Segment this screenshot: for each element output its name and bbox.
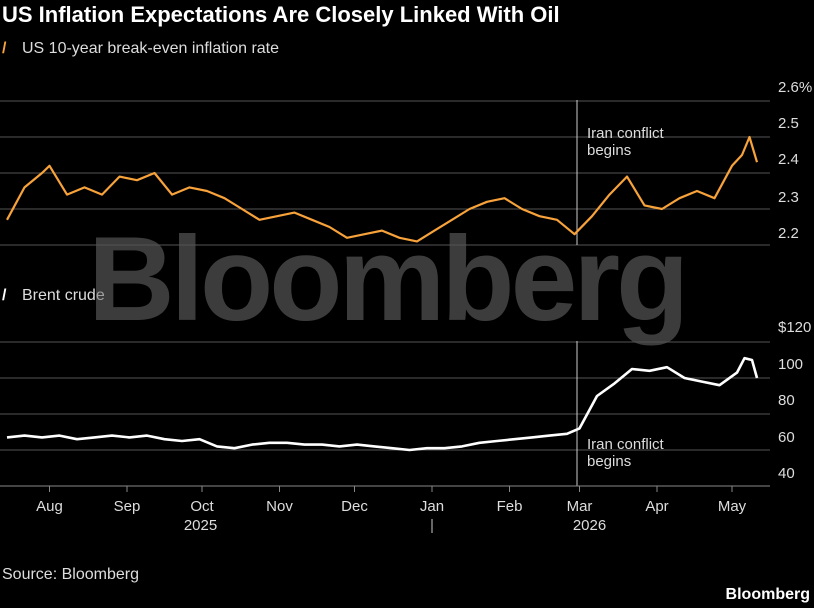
breakeven-y-tick-label: 2.2 — [778, 225, 799, 242]
x-tick-label: Feb — [497, 498, 523, 515]
legend-breakeven: / US 10-year break-even inflation rate — [2, 40, 279, 58]
x-tick-label: Dec — [341, 498, 368, 515]
legend-breakeven-label: US 10-year break-even inflation rate — [22, 40, 280, 57]
x-tick-label: Jan — [420, 498, 444, 515]
x-tick-label: Mar — [567, 498, 593, 515]
brent-y-tick-label: 80 — [778, 392, 795, 409]
breakeven-series-line — [6, 135, 759, 243]
legend-breakeven-swatch-icon: / — [2, 40, 7, 57]
breakeven-y-tick-label: 2.4 — [778, 151, 799, 168]
x-tick-label: May — [718, 498, 747, 515]
legend-brent-swatch-icon: / — [2, 287, 7, 304]
chart-title: US Inflation Expectations Are Closely Li… — [2, 2, 560, 27]
breakeven-y-tick-label: 2.3 — [778, 189, 799, 206]
x-year-label: 2025 — [184, 517, 217, 534]
breakeven-y-tick-label: 2.5 — [778, 115, 799, 132]
brent-y-tick-label: 40 — [778, 465, 795, 482]
x-tick-label: Aug — [36, 498, 63, 515]
source-note: Source: Bloomberg — [2, 566, 139, 583]
brent-y-tick-label: $120 — [778, 319, 811, 336]
breakeven-y-tick-label: 2.6% — [778, 79, 812, 96]
bloomberg-logo: Bloomberg — [725, 586, 810, 603]
brent-series-line — [6, 356, 759, 452]
brent-y-tick-label: 60 — [778, 429, 795, 446]
breakeven-annotation-text: Iran conflict — [587, 125, 665, 142]
x-tick-label: Nov — [266, 498, 293, 515]
legend-brent-label: Brent crude — [22, 287, 105, 304]
breakeven-annotation-text: begins — [587, 142, 631, 159]
legend-brent: / Brent crude — [2, 287, 105, 305]
x-tick-label: Sep — [114, 498, 141, 515]
brent-annotation-text: begins — [587, 453, 631, 470]
x-year-label: 2026 — [573, 517, 606, 534]
brent-annotation-text: Iran conflict — [587, 436, 665, 453]
brent-y-tick-label: 100 — [778, 356, 803, 373]
x-tick-label: Oct — [190, 498, 214, 515]
x-tick-label: Apr — [645, 498, 668, 515]
